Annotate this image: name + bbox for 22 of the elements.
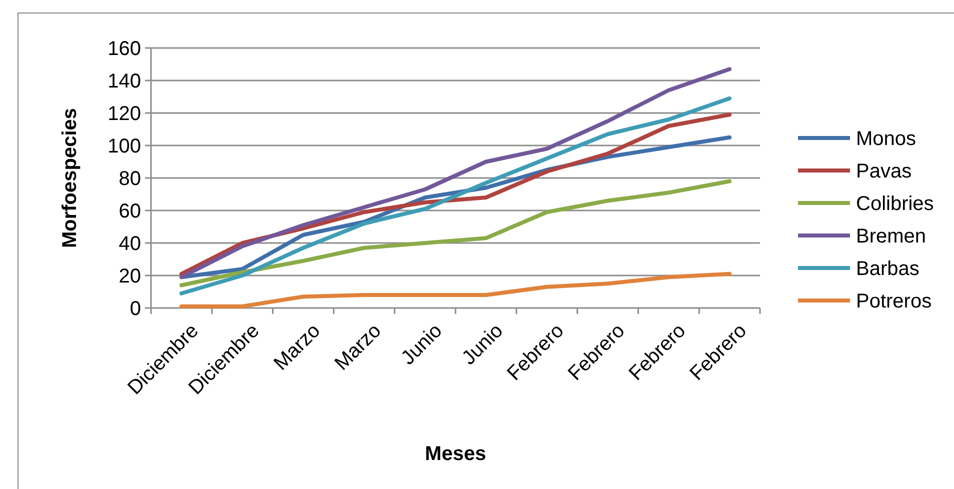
line-series xyxy=(179,112,732,276)
y-tick-label: 160 xyxy=(108,38,141,60)
line-series xyxy=(179,96,732,296)
legend-label: Pavas xyxy=(856,160,912,182)
y-tick-label: 100 xyxy=(108,136,141,158)
y-tick-label: 20 xyxy=(118,266,141,288)
line-series xyxy=(179,67,732,280)
legend-label: Bremen xyxy=(856,226,926,248)
y-tick-label: 40 xyxy=(118,233,141,255)
y-tick-label: 140 xyxy=(108,70,141,92)
legend-label: Potreros xyxy=(856,290,932,312)
x-axis-title: Meses xyxy=(424,443,486,465)
legend-label: Monos xyxy=(856,128,916,150)
y-tick-label: 80 xyxy=(118,168,141,190)
y-tick-label: 120 xyxy=(108,103,141,125)
line-series xyxy=(179,272,732,308)
legend-label: Colibries xyxy=(856,193,934,215)
y-axis-title: Morfoespecies xyxy=(59,108,81,248)
legend-label: Barbas xyxy=(856,258,920,280)
line-series xyxy=(179,179,732,288)
y-tick-label: 0 xyxy=(130,298,141,320)
y-tick-label: 60 xyxy=(118,200,141,222)
